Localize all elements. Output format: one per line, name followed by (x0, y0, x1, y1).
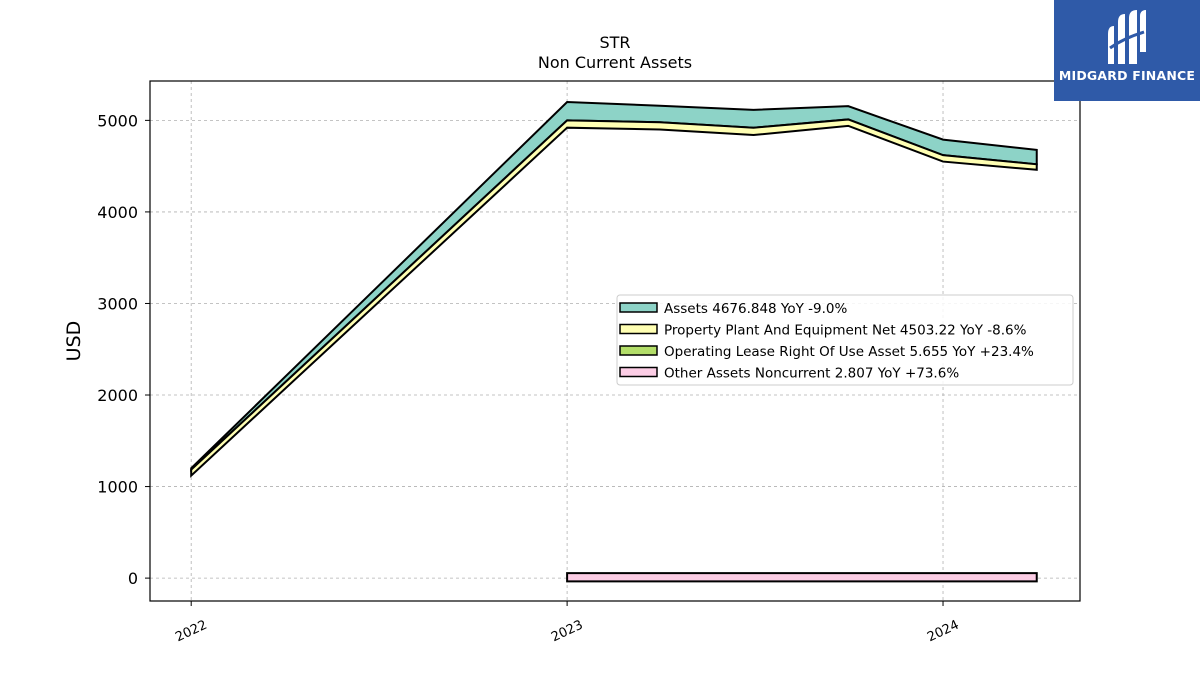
x-tick-label: 2022 (173, 618, 209, 646)
midgard-m-monogram-icon (1108, 10, 1146, 64)
y-axis: 0 1000 2000 3000 4000 5000 (97, 111, 150, 588)
legend-label-0: Assets 4676.848 YoY -9.0% (664, 301, 848, 317)
y-tick-label: 1000 (97, 478, 138, 497)
legend-swatch-0 (619, 302, 658, 313)
brand-name: MIDGARD FINANCE (1058, 68, 1196, 83)
series-area-1 (190, 118, 1038, 478)
x-tick-label: 2023 (549, 618, 585, 646)
y-tick-label: 4000 (97, 203, 138, 222)
legend-swatch-3 (619, 366, 658, 378)
y-axis-label: USD (63, 321, 85, 362)
y-tick-label: 3000 (97, 294, 138, 313)
legend-swatch-2 (619, 345, 658, 356)
legend-label-1: Property Plant And Equipment Net 4503.22… (664, 323, 1027, 339)
y-tick-label: 0 (128, 569, 138, 588)
brand-logo: MIDGARD FINANCE (1054, 0, 1200, 101)
x-axis: 2022 2023 2024 (173, 601, 961, 645)
plot-frame (149, 80, 1081, 602)
legend: Assets 4676.848 YoY -9.0% Property Plant … (616, 294, 1074, 386)
legend-label-3: Other Assets Noncurrent 2.807 YoY +73.6% (664, 366, 959, 382)
chart-subtitle: Non Current Assets (538, 53, 692, 72)
y-tick-label: 2000 (97, 386, 138, 405)
legend-label-2: Operating Lease Right Of Use Asset 5.655… (664, 344, 1034, 360)
legend-swatch-1 (619, 323, 658, 335)
series-area-0 (190, 101, 1038, 472)
y-tick-label: 5000 (97, 111, 138, 130)
series-areas (190, 101, 1038, 583)
series-area-3 (566, 572, 1038, 583)
legend-box (616, 294, 1074, 386)
x-tick-label: 2024 (925, 618, 961, 646)
chart-title: STR (599, 33, 630, 52)
